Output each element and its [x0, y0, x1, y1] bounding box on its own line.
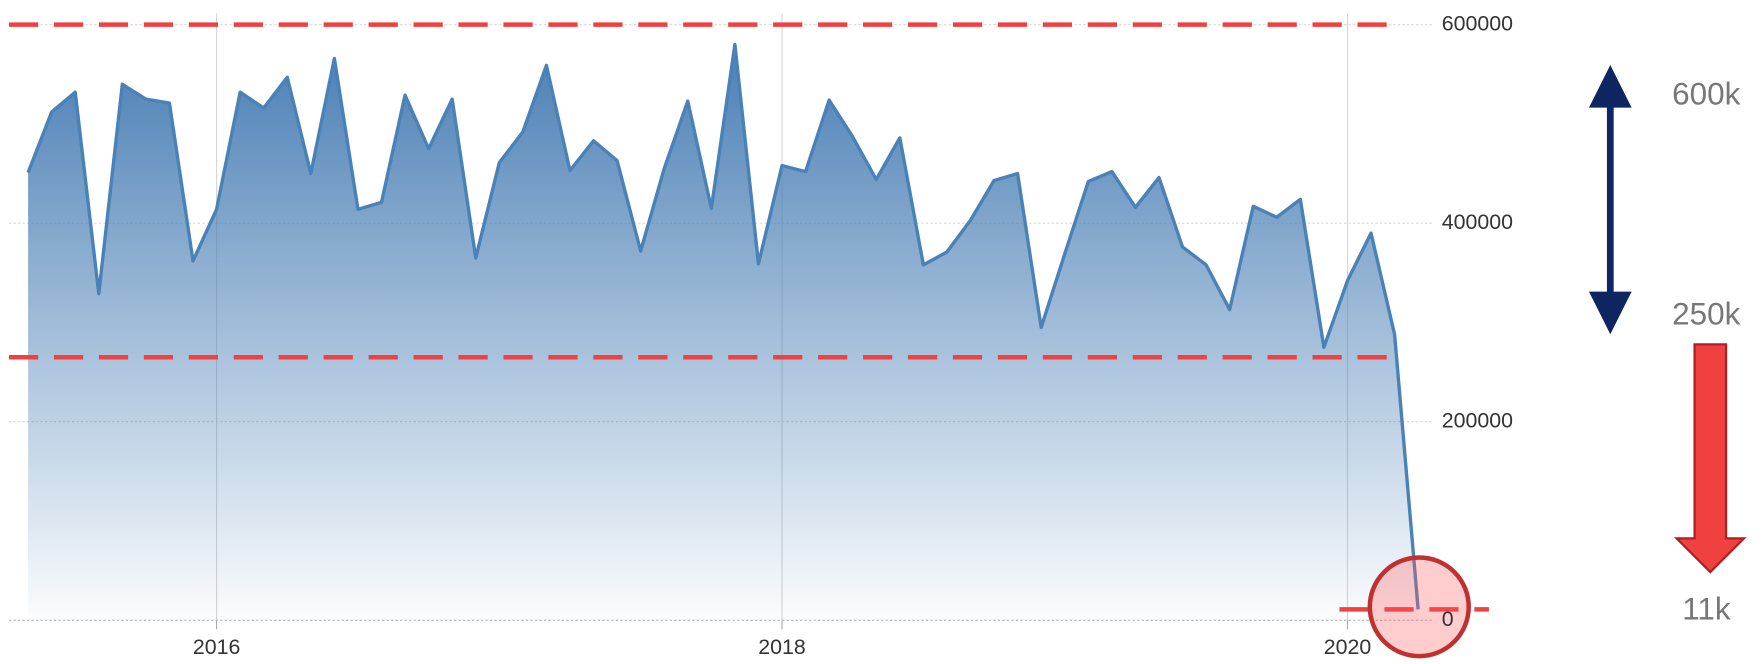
drop-arrow	[1673, 343, 1747, 574]
area	[28, 44, 1419, 621]
annotation: 11k	[1682, 592, 1731, 627]
x-tick-label: 2016	[193, 635, 240, 659]
annotation: 250k	[1672, 297, 1740, 332]
annotation: 600k	[1672, 77, 1740, 112]
y-tick-label: 200000	[1442, 408, 1513, 432]
plot	[26, 42, 1420, 621]
reference-lines	[8, 22, 1489, 612]
range-arrow	[1588, 65, 1632, 335]
y-tick-label: 600000	[1442, 11, 1513, 35]
highlight-circle	[1367, 555, 1471, 659]
y-tick-label: 0	[1442, 607, 1454, 631]
y-tick-label: 400000	[1442, 210, 1513, 234]
line	[26, 42, 1420, 610]
x-tick-label: 2020	[1324, 635, 1372, 659]
x-tick-label: 2018	[758, 635, 805, 659]
ticks: 0 200000 400000 600000 2016 2018 2020	[193, 11, 1513, 659]
